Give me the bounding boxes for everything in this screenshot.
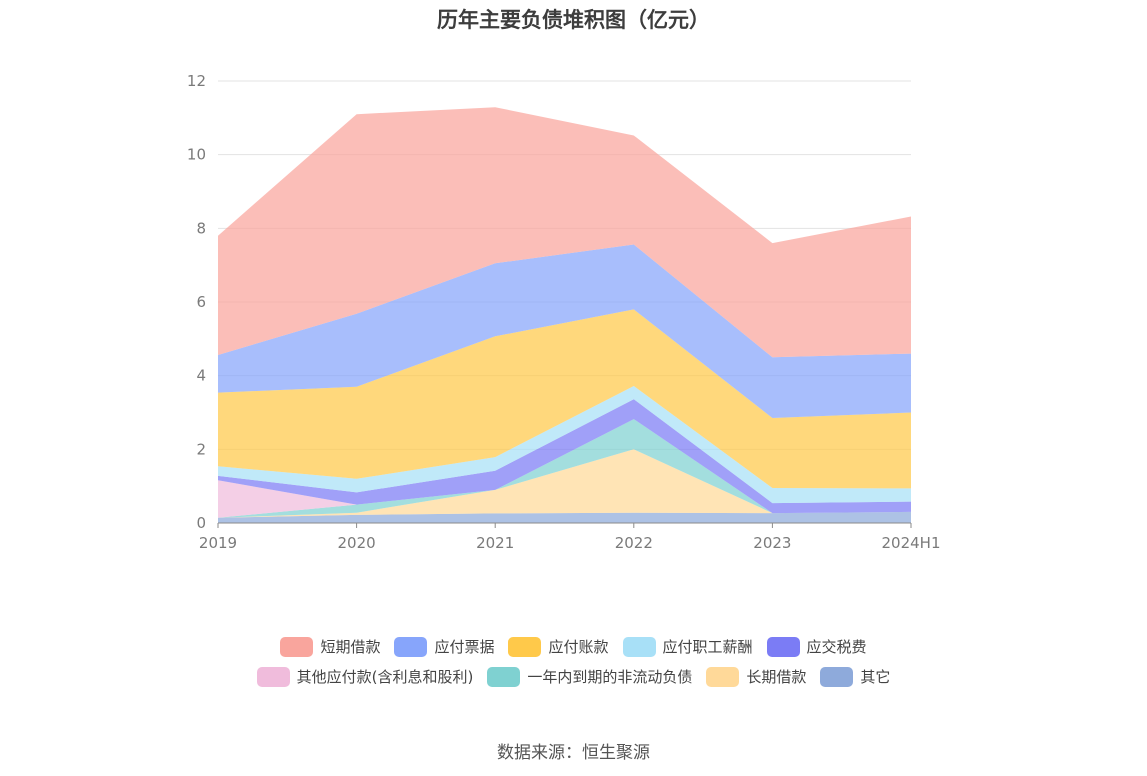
y-tick-label: 4 — [196, 367, 206, 385]
stacked-area-chart: 0 2 4 6 8 10 12 2019 2020 2021 2022 2023 2024H1 — [187, 72, 941, 552]
area-series-7 — [218, 244, 911, 418]
axes: 0 2 4 6 8 10 12 2019 2020 2021 2022 2023 2024H1 — [187, 72, 941, 552]
legend-swatch — [256, 666, 290, 687]
legend-swatch — [508, 636, 542, 657]
legend-label: 一年内到期的非流动负债 — [527, 668, 693, 686]
legend-row: 短期借款 应付票据 应付账款 应付职工薪酬 应交税费 — [0, 636, 1147, 657]
legend-item[interactable]: 其它 — [820, 666, 890, 687]
legend-row: 其他应付款(含利息和股利) 一年内到期的非流动负债 长期借款 其它 — [0, 666, 1147, 687]
legend-swatch — [622, 636, 656, 657]
legend-item[interactable]: 其他应付款(含利息和股利) — [256, 666, 474, 687]
legend-label: 长期借款 — [746, 668, 807, 686]
x-tick-label: 2020 — [338, 534, 376, 552]
legend-label: 短期借款 — [320, 638, 381, 656]
area-series-1 — [218, 449, 911, 518]
legend-item[interactable]: 一年内到期的非流动负债 — [487, 666, 692, 687]
data-source: 数据来源：恒生聚源 — [497, 743, 650, 763]
x-tick-label: 2019 — [199, 534, 237, 552]
area-series-2 — [218, 419, 911, 518]
chart-title: 历年主要负债堆积图（亿元） — [437, 8, 710, 32]
area-series-4 — [218, 399, 911, 514]
area-series-6 — [218, 309, 911, 489]
legend-swatch — [487, 666, 521, 687]
x-tick-label: 2021 — [476, 534, 514, 552]
area-series-8 — [218, 107, 911, 358]
legend-label: 应交税费 — [806, 638, 867, 656]
legend: 短期借款 应付票据 应付账款 应付职工薪酬 应交税费其他应付款(含利息和股利) 一年内到期… — [0, 636, 1147, 696]
area-series-layer — [218, 107, 911, 523]
legend-item[interactable]: 应付票据 — [394, 636, 494, 657]
legend-item[interactable]: 应付职工薪酬 — [622, 636, 753, 657]
legend-label: 其它 — [860, 668, 891, 686]
legend-label: 应付账款 — [548, 638, 609, 656]
legend-swatch — [280, 636, 314, 657]
legend-swatch — [820, 666, 854, 687]
y-tick-label: 10 — [187, 146, 206, 164]
y-tick-label: 6 — [196, 293, 206, 311]
legend-label: 其他应付款(含利息和股利) — [296, 668, 474, 686]
legend-swatch — [766, 636, 800, 657]
legend-label: 应付职工薪酬 — [662, 638, 753, 656]
x-tick-label: 2022 — [615, 534, 653, 552]
x-tick-label: 2023 — [753, 534, 791, 552]
legend-swatch — [706, 666, 740, 687]
legend-swatch — [394, 636, 428, 657]
y-tick-label: 8 — [196, 219, 206, 237]
legend-item[interactable]: 应付账款 — [508, 636, 609, 657]
area-series-3 — [218, 419, 911, 518]
x-tick-label: 2024H1 — [882, 534, 941, 552]
legend-item[interactable]: 短期借款 — [280, 636, 380, 657]
area-series-5 — [218, 386, 911, 504]
y-tick-label: 0 — [196, 514, 206, 532]
y-tick-label: 2 — [196, 440, 206, 458]
legend-item[interactable]: 应交税费 — [766, 636, 867, 657]
y-tick-label: 12 — [187, 72, 206, 90]
legend-item[interactable]: 长期借款 — [706, 666, 806, 687]
legend-label: 应付票据 — [434, 638, 495, 656]
area-series-0 — [218, 511, 911, 523]
